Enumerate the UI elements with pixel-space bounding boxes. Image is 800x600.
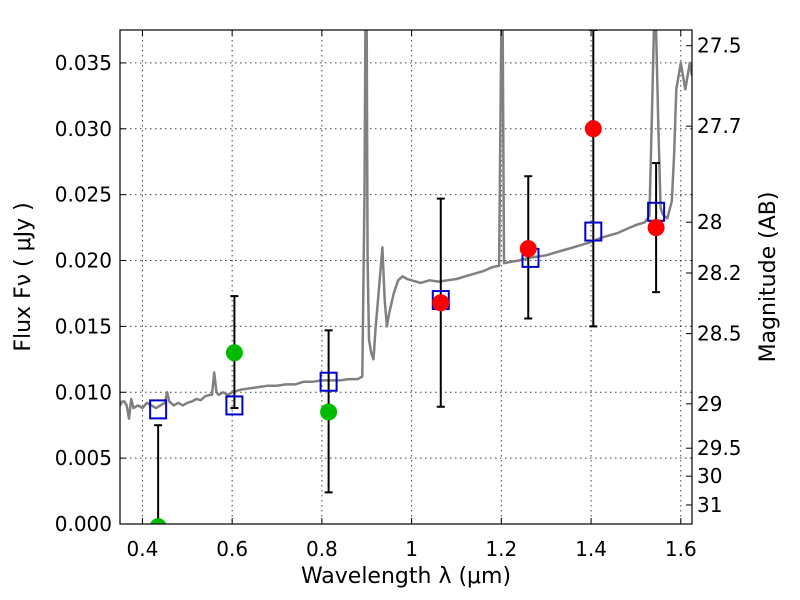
model-square-marker: [149, 399, 168, 420]
model-square-marker: [225, 395, 244, 416]
photometry-circle-marker: [150, 518, 167, 524]
magnitude-tick-label: 29.5: [697, 436, 742, 460]
x-tick-label: 0.6: [216, 537, 248, 561]
spectrum-line: [120, 30, 692, 420]
x-tick-label: 1: [405, 537, 418, 561]
x-tick-label: 1.6: [665, 537, 697, 561]
y-tick-label: 0.015: [55, 314, 112, 338]
photometry-circle-marker: [519, 240, 537, 258]
magnitude-tick-label: 28.5: [697, 322, 742, 346]
axis-ticks: 0.4 0.6 0.8 1 1.2 1.4 1.6 0.000 0.005 0.010 0.015 0…: [55, 30, 742, 561]
y-tick-label: 0.030: [55, 117, 112, 141]
magnitude-tick-label: 27.5: [697, 34, 742, 58]
x-tick-label: 1.2: [485, 537, 517, 561]
magnitude-tick-label: 30: [697, 464, 722, 488]
y-axis-label: Flux Fν ( μJy ): [11, 202, 36, 351]
magnitude-tick-label: 29: [697, 392, 722, 416]
plot-frame: [119, 29, 693, 525]
y-tick-label: 0.010: [55, 380, 112, 404]
photometry-circle-marker: [584, 120, 602, 138]
magnitude-tick-label: 31: [697, 493, 722, 517]
magnitude-tick-label: 28: [697, 210, 722, 234]
photometry-circle-marker: [432, 294, 450, 312]
x-axis-label: Wavelength λ (μm): [301, 564, 511, 589]
photometry-circle-marker: [225, 344, 243, 362]
model-square-marker: [319, 371, 338, 392]
y-tick-label: 0.025: [55, 183, 112, 207]
x-tick-label: 0.8: [306, 537, 338, 561]
model-square-marker: [584, 221, 603, 242]
magnitude-axis-label: Magnitude (AB): [756, 192, 781, 363]
y-tick-label: 0.000: [55, 512, 112, 536]
magnitude-tick-label: 28.2: [697, 261, 742, 285]
plot-area: [120, 30, 692, 524]
photometry-circle-marker: [320, 403, 338, 421]
y-tick-label: 0.020: [55, 249, 112, 273]
photometry-circle-marker: [647, 219, 665, 237]
y-tick-label: 0.005: [55, 446, 112, 470]
magnitude-tick-label: 27.7: [697, 114, 742, 138]
x-tick-label: 0.4: [127, 537, 159, 561]
x-tick-label: 1.4: [575, 537, 607, 561]
y-tick-label: 0.035: [55, 51, 112, 75]
